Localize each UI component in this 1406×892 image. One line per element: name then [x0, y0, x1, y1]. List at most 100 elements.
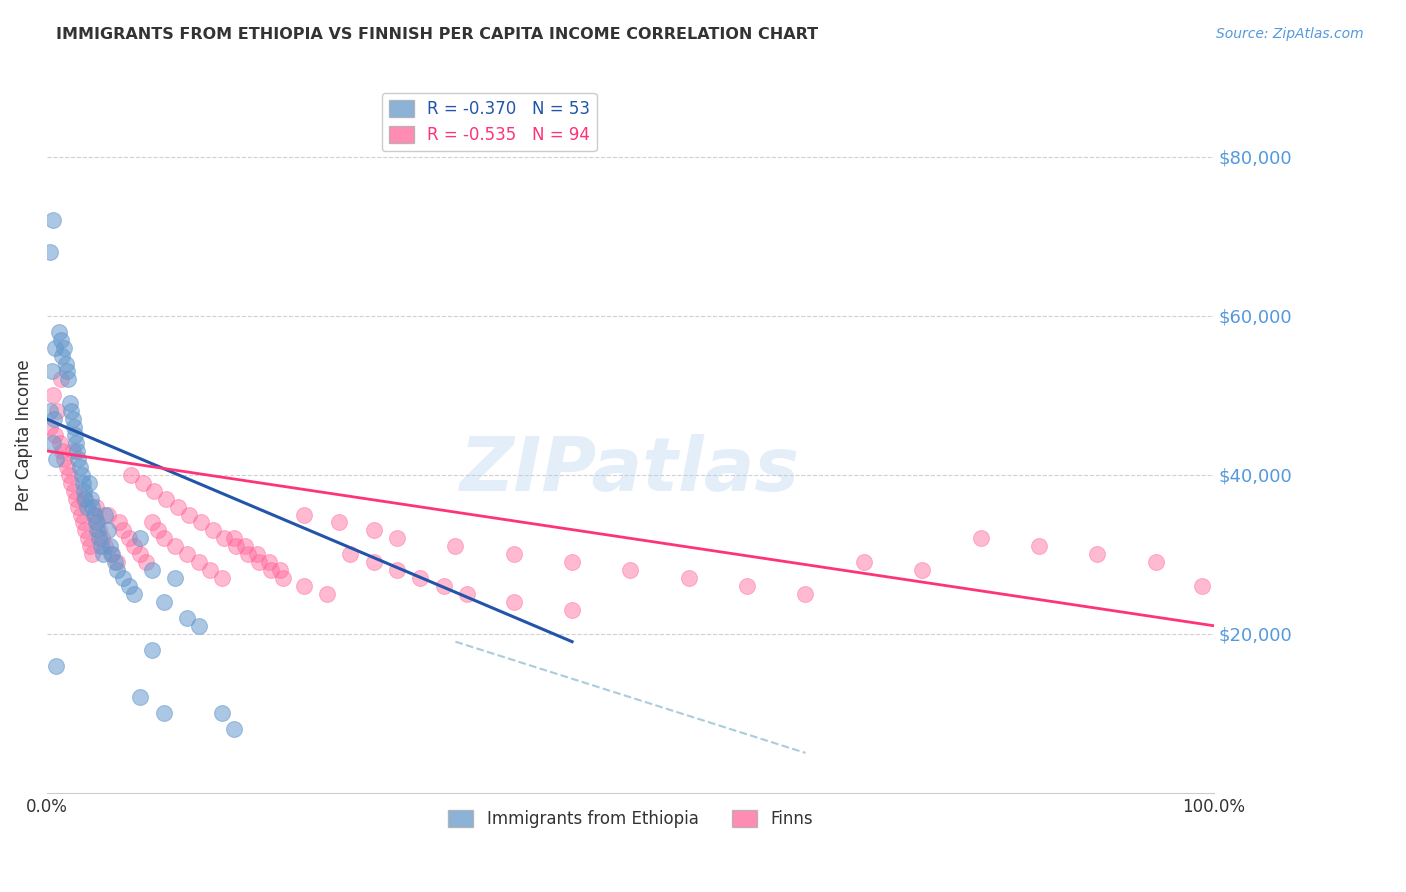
Point [179, 508, 201, 522]
Point [75, 524, 97, 538]
Point [62, 412, 84, 426]
Point [48, 325, 70, 339]
Point [41, 436, 63, 450]
Point [90, 532, 112, 546]
Point [152, 595, 174, 609]
Point [339, 547, 361, 561]
Point [292, 508, 315, 522]
Point [141, 516, 163, 530]
Point [82, 500, 104, 514]
Point [233, 539, 256, 553]
Point [62, 444, 84, 458]
Point [66, 444, 89, 458]
Point [83, 508, 105, 522]
Point [152, 532, 174, 546]
Point [225, 539, 247, 553]
Point [63, 428, 86, 442]
Point [1191, 579, 1213, 593]
Point [214, 532, 236, 546]
Point [73, 491, 96, 506]
Point [444, 539, 467, 553]
Point [67, 500, 90, 514]
Point [176, 611, 198, 625]
Point [108, 516, 131, 530]
Point [84, 516, 107, 530]
Point [55, 357, 77, 371]
Point [94, 539, 117, 553]
Point [271, 571, 294, 585]
Point [62, 420, 84, 434]
Point [165, 571, 187, 585]
Point [59, 396, 82, 410]
Point [44, 341, 66, 355]
Point [98, 539, 121, 553]
Text: Source: ZipAtlas.com: Source: ZipAtlas.com [1216, 27, 1364, 41]
Point [44, 428, 66, 442]
Point [79, 539, 101, 553]
Point [76, 532, 98, 546]
Point [1144, 555, 1167, 569]
Point [111, 571, 134, 585]
Point [72, 516, 94, 530]
Point [852, 555, 875, 569]
Point [39, 245, 62, 260]
Point [55, 459, 77, 474]
Point [41, 213, 63, 227]
Point [146, 524, 169, 538]
Point [257, 555, 280, 569]
Point [69, 459, 91, 474]
Text: ZIPatlas: ZIPatlas [460, 434, 800, 508]
Point [67, 451, 90, 466]
Point [45, 658, 67, 673]
Point [69, 508, 91, 522]
Point [55, 364, 77, 378]
Point [502, 595, 524, 609]
Point [56, 372, 79, 386]
Point [65, 436, 87, 450]
Point [65, 491, 87, 506]
Point [73, 483, 96, 498]
Point [111, 524, 134, 538]
Point [201, 524, 224, 538]
Point [86, 524, 108, 538]
Point [117, 532, 139, 546]
Point [143, 483, 166, 498]
Point [794, 587, 817, 601]
Point [49, 333, 72, 347]
Point [222, 532, 245, 546]
Point [97, 508, 120, 522]
Point [49, 372, 72, 386]
Point [100, 547, 122, 561]
Point [385, 532, 408, 546]
Point [260, 563, 283, 577]
Point [89, 532, 111, 546]
Point [561, 555, 583, 569]
Point [91, 547, 114, 561]
Point [187, 555, 209, 569]
Point [236, 547, 259, 561]
Point [83, 508, 105, 522]
Point [211, 706, 233, 721]
Point [97, 524, 120, 538]
Point [165, 539, 187, 553]
Point [152, 706, 174, 721]
Point [211, 571, 233, 585]
Point [103, 555, 125, 569]
Point [86, 516, 108, 530]
Point [1028, 539, 1050, 553]
Point [101, 547, 124, 561]
Point [222, 722, 245, 736]
Point [76, 500, 98, 514]
Point [328, 516, 350, 530]
Point [561, 603, 583, 617]
Point [190, 516, 212, 530]
Point [247, 555, 270, 569]
Point [82, 547, 104, 561]
Point [385, 563, 408, 577]
Point [316, 587, 339, 601]
Point [48, 436, 70, 450]
Point [409, 571, 432, 585]
Point [80, 491, 103, 506]
Point [141, 563, 163, 577]
Point [42, 412, 65, 426]
